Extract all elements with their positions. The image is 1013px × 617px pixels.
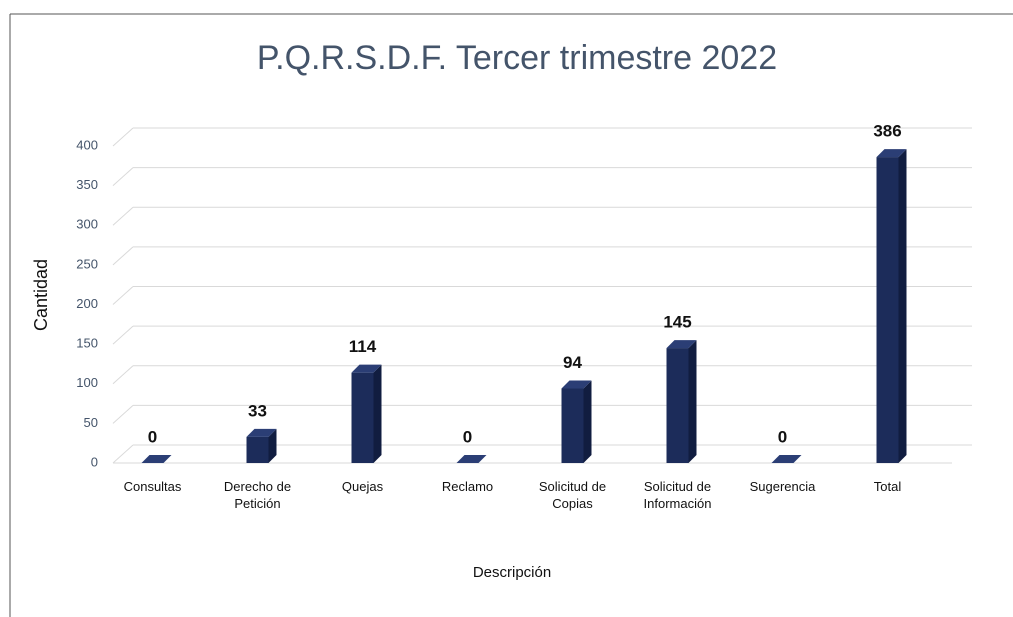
grid-line-side [112, 206, 134, 226]
bar-top [666, 340, 697, 349]
bar-front [666, 348, 689, 463]
grid-line-side [112, 444, 134, 464]
grid-line-side [112, 127, 134, 147]
bar-side [373, 364, 382, 463]
y-tick-label: 400 [76, 137, 98, 152]
grid-line-side [112, 246, 134, 266]
data-label: 0 [463, 427, 472, 446]
grid-line-side [112, 365, 134, 385]
bar-top [351, 364, 382, 373]
y-tick-label: 250 [76, 256, 98, 271]
bar-front [246, 436, 269, 463]
x-tick-label: Quejas [341, 479, 384, 494]
grid-line-side [112, 167, 134, 186]
y-tick-label: 0 [91, 454, 98, 469]
y-tick-label: 100 [76, 375, 98, 390]
y-tick-label: 300 [76, 217, 98, 232]
y-tick-label: 50 [84, 415, 98, 430]
x-tick-label: Reclamo [441, 479, 494, 494]
data-label: 0 [778, 427, 787, 446]
bar-side [583, 380, 592, 463]
data-label: 0 [148, 427, 157, 446]
data-label: 33 [248, 401, 267, 420]
chart-title: P.Q.R.S.D.F. Tercer trimestre 2022 [257, 39, 777, 77]
bar-front [561, 388, 584, 463]
y-tick-label: 350 [76, 177, 98, 192]
grid-line-side [112, 286, 134, 305]
bar-top [561, 380, 592, 389]
bar-front [351, 372, 374, 463]
x-tick-label: Total [873, 479, 902, 494]
x-tick-label: Sugerencia [749, 479, 816, 494]
x-tick-label: Consultas [123, 479, 182, 494]
data-label: 145 [663, 313, 691, 332]
x-tick-label: Derecho de Petición [223, 479, 292, 511]
grid-line-side [112, 325, 134, 345]
bar-side [268, 428, 277, 463]
bar-side [688, 340, 697, 463]
bar-side [898, 149, 907, 463]
x-tick-label: Solicitud de Copias [538, 479, 607, 511]
bar-top [876, 149, 907, 158]
grid-line-side [112, 405, 134, 424]
y-tick-label: 150 [76, 336, 98, 351]
data-label: 94 [563, 353, 582, 372]
x-tick-label: Solicitud de Información [643, 479, 712, 511]
bar-top [141, 455, 172, 463]
bar-top [771, 455, 802, 463]
data-label: 386 [873, 122, 901, 141]
data-label: 114 [349, 337, 377, 356]
x-axis-title: Descripción [473, 564, 551, 581]
bar-top [456, 455, 487, 463]
bar-front [876, 157, 899, 463]
y-axis-title: Cantidad [31, 259, 51, 331]
bar-top [246, 428, 277, 437]
y-tick-label: 200 [76, 296, 98, 311]
